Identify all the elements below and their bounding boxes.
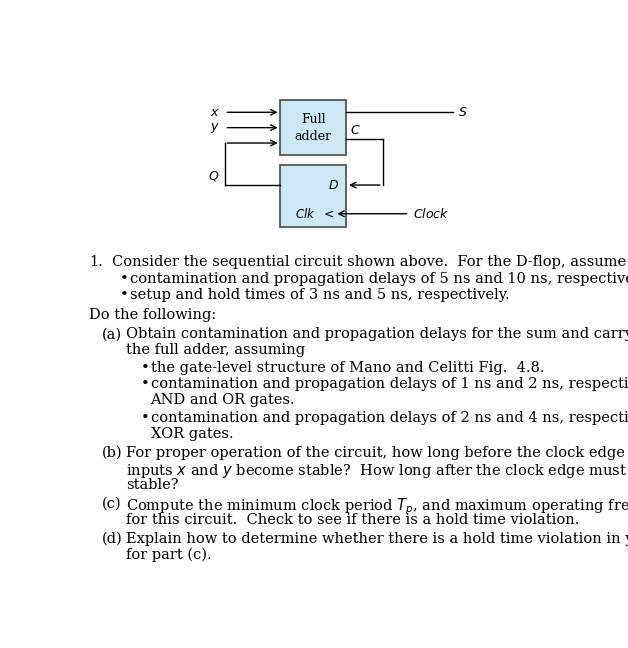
- Text: Obtain contamination and propagation delays for the sum and carry outputs of: Obtain contamination and propagation del…: [126, 327, 628, 341]
- Text: inputs $x$ and $y$ become stable?  How long after the clock edge must they remai: inputs $x$ and $y$ become stable? How lo…: [126, 462, 628, 480]
- Text: (b): (b): [102, 446, 122, 460]
- Text: $C$: $C$: [350, 124, 360, 137]
- Text: $Clk$: $Clk$: [295, 207, 316, 221]
- Text: setup and hold times of 3 ns and 5 ns, respectively.: setup and hold times of 3 ns and 5 ns, r…: [129, 288, 509, 303]
- Text: the gate-level structure of Mano and Celitti Fig.  4.8.: the gate-level structure of Mano and Cel…: [151, 361, 544, 375]
- Text: AND and OR gates.: AND and OR gates.: [151, 393, 295, 407]
- Text: Do the following:: Do the following:: [89, 308, 217, 322]
- Text: •: •: [120, 272, 129, 286]
- Text: •: •: [120, 288, 129, 303]
- Text: (c): (c): [102, 497, 121, 511]
- Text: for this circuit.  Check to see if there is a hold time violation.: for this circuit. Check to see if there …: [126, 513, 580, 527]
- Text: contamination and propagation delays of 5 ns and 10 ns, respectively.: contamination and propagation delays of …: [129, 272, 628, 286]
- Text: Consider the sequential circuit shown above.  For the D-flop, assume: Consider the sequential circuit shown ab…: [112, 255, 625, 269]
- Text: $Q$: $Q$: [208, 168, 220, 183]
- Text: contamination and propagation delays of 2 ns and 4 ns, respectively, for the: contamination and propagation delays of …: [151, 411, 628, 424]
- Bar: [281, 100, 346, 155]
- Text: •: •: [141, 361, 149, 375]
- Text: •: •: [141, 411, 149, 424]
- Text: Full
adder: Full adder: [295, 113, 332, 143]
- Text: $y$: $y$: [210, 121, 220, 135]
- Text: for part (c).: for part (c).: [126, 548, 212, 562]
- Text: $S$: $S$: [458, 106, 468, 119]
- Text: $x$: $x$: [210, 106, 220, 119]
- Text: XOR gates.: XOR gates.: [151, 426, 233, 441]
- Text: Explain how to determine whether there is a hold time violation in your result: Explain how to determine whether there i…: [126, 532, 628, 546]
- Text: Compute the minimum clock period $T_p$, and maximum operating frequency $f_{max}: Compute the minimum clock period $T_p$, …: [126, 497, 628, 518]
- Text: stable?: stable?: [126, 478, 179, 492]
- Text: $D$: $D$: [328, 179, 338, 192]
- Text: 1.: 1.: [89, 255, 103, 269]
- Text: For proper operation of the circuit, how long before the clock edge must the dat: For proper operation of the circuit, how…: [126, 446, 628, 460]
- Text: •: •: [141, 377, 149, 391]
- Text: contamination and propagation delays of 1 ns and 2 ns, respectively, for the: contamination and propagation delays of …: [151, 377, 628, 391]
- Text: the full adder, assuming: the full adder, assuming: [126, 343, 305, 357]
- Text: (d): (d): [102, 532, 122, 546]
- Text: $<$: $<$: [321, 207, 335, 220]
- Bar: [281, 165, 346, 227]
- Text: $Clock$: $Clock$: [413, 207, 450, 221]
- Text: (a): (a): [102, 327, 122, 341]
